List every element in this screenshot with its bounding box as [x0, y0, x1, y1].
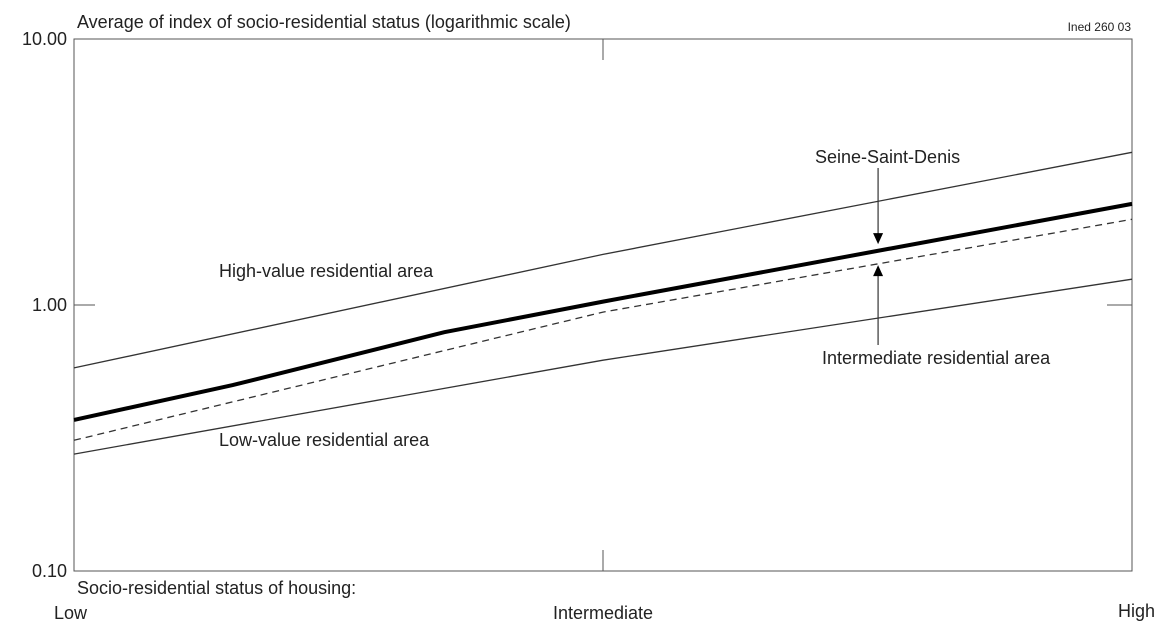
y-tick-label-mid: 1.00: [32, 295, 67, 315]
x-category-intermediate: Intermediate: [553, 603, 653, 623]
corner-label: Ined 260 03: [1068, 20, 1132, 34]
plot-frame: [73, 38, 1133, 572]
x-category-high: High: [1118, 601, 1155, 621]
intermediate-arrow-head: [873, 265, 884, 277]
x-category-low: Low: [54, 603, 88, 623]
series-line-intermediate: [73, 218, 1133, 441]
seine-arrow-head: [873, 233, 884, 245]
y-tick-label-top: 10.00: [22, 29, 67, 49]
series-label-low-value: Low-value residential area: [219, 430, 430, 450]
series-line-high-value: [73, 151, 1133, 369]
series-label-seine-saint-denis: Seine-Saint-Denis: [815, 147, 960, 167]
series-label-intermediate: Intermediate residential area: [822, 348, 1051, 368]
chart-title: Average of index of socio-residential st…: [77, 12, 571, 32]
series-line-low-value: [73, 278, 1133, 455]
x-axis-label: Socio-residential status of housing:: [77, 578, 356, 598]
y-tick-label-bottom: 0.10: [32, 561, 67, 581]
series-label-high-value: High-value residential area: [219, 261, 434, 281]
series-line-seine-saint-denis: [73, 201, 1133, 422]
